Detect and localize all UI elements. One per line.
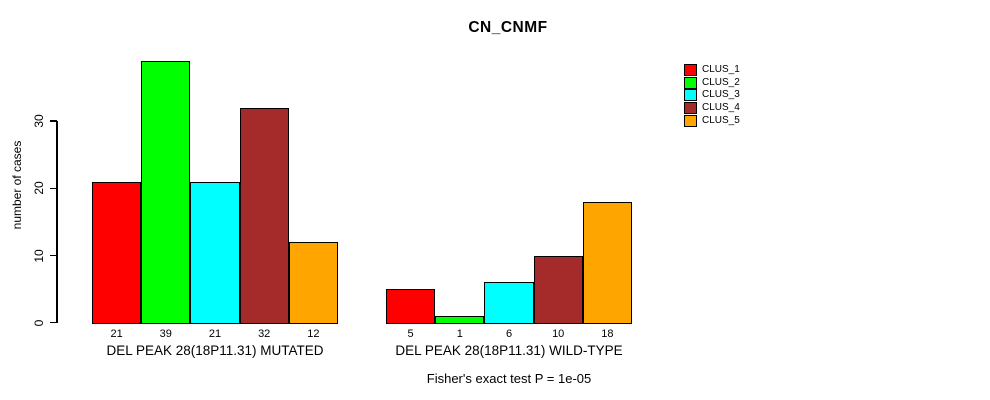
footer-note: Fisher's exact test P = 1e-05: [426, 371, 592, 386]
bar-value-label: 21: [208, 328, 222, 340]
y-tick-mark: [50, 120, 57, 122]
bar-value-label: 18: [601, 328, 614, 340]
y-axis-line: [56, 121, 58, 323]
y-tick-label: 0: [32, 319, 46, 327]
legend-label: CLUS_5: [702, 114, 740, 126]
legend-label: CLUS_3: [702, 89, 740, 101]
bar-group2-clus_2: [435, 315, 485, 325]
legend-swatch-clus_1: [684, 64, 697, 76]
legend-swatch-clus_2: [684, 76, 697, 89]
bar-value-label: 5: [407, 328, 414, 340]
y-tick-label: 10: [32, 248, 46, 263]
bar-value-label: 6: [505, 328, 513, 340]
y-tick-mark: [50, 321, 57, 324]
y-tick-mark: [50, 254, 57, 257]
bar-value-label: 12: [307, 328, 320, 340]
bar-group2-clus_3: [484, 282, 534, 325]
bar-group1-clus_3: [190, 181, 240, 325]
group-label: DEL PEAK 28(18P11.31) MUTATED: [106, 343, 324, 358]
group-label: DEL PEAK 28(18P11.31) WILD-TYPE: [395, 343, 623, 358]
bar-group2-clus_5: [582, 201, 632, 325]
bar-group1-clus_2: [141, 60, 191, 325]
bar-value-label: 32: [258, 328, 271, 340]
legend-swatch-clus_5: [684, 114, 697, 127]
bar-value-label: 39: [159, 328, 172, 340]
legend-label: CLUS_2: [702, 76, 740, 88]
bar-group2-clus_1: [386, 289, 436, 325]
bar-value-label: 10: [552, 328, 565, 340]
y-axis-label: number of cases: [10, 140, 24, 230]
bar-group2-clus_4: [533, 255, 583, 325]
bar-group1-clus_5: [288, 242, 338, 325]
legend-swatch-clus_3: [684, 89, 697, 102]
y-tick-label: 20: [32, 181, 46, 195]
chart-title: CN_CNMF: [468, 19, 548, 36]
bar-value-label: 1: [456, 328, 463, 340]
legend-label: CLUS_1: [702, 64, 740, 75]
legend-label: CLUS_4: [702, 102, 740, 114]
y-tick-mark: [50, 187, 57, 190]
bar-value-label: 21: [110, 328, 123, 340]
y-tick-label: 30: [32, 114, 46, 128]
bar-group1-clus_4: [239, 107, 289, 325]
bar-group1-clus_1: [92, 181, 142, 325]
legend-swatch-clus_4: [684, 102, 697, 115]
